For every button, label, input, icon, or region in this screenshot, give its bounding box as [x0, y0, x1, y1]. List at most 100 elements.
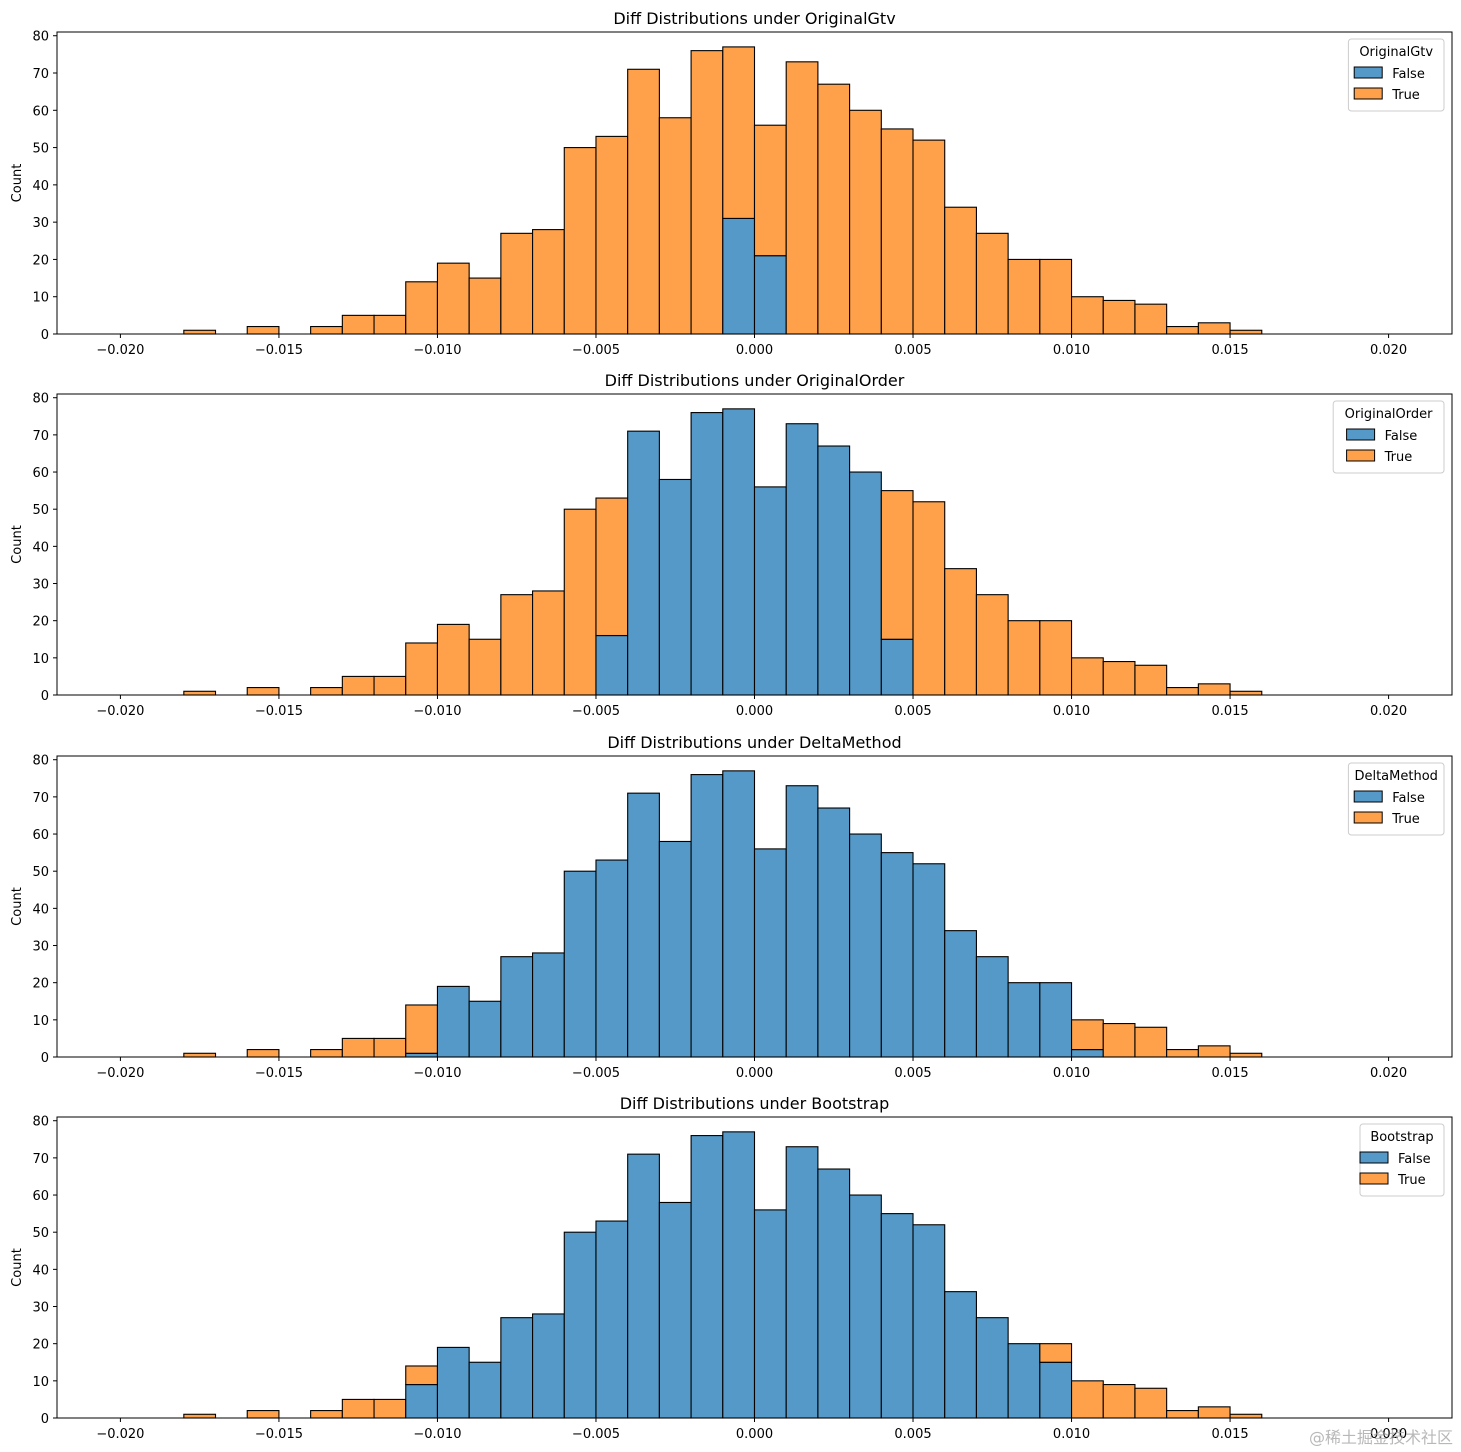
x-tick-label: 0.010 [1053, 1427, 1090, 1442]
bar-true-bin-12 [500, 232, 534, 335]
legend-label-true: True [1397, 1173, 1426, 1188]
bar-true-bin-14 [563, 147, 597, 335]
bar-true-bin-30 [1071, 296, 1104, 335]
y-tick-label: 20 [32, 253, 49, 268]
bar-true-bin-22 [817, 83, 851, 335]
bar-false-bin-21 [785, 423, 819, 696]
y-tick-label: 80 [32, 30, 49, 45]
bar-true-bin-27 [975, 594, 1009, 696]
bar-false-bin-27 [975, 1317, 1009, 1419]
y-axis-label: Count [10, 164, 25, 203]
bar-true-bin-33 [1166, 325, 1199, 335]
bar-true-bin-30 [1071, 1380, 1104, 1419]
bar-true-bin-32 [1134, 303, 1168, 335]
bar-true-bin-9 [405, 281, 439, 335]
x-tick-label: 0.005 [894, 1427, 931, 1442]
bar-false-bin-29 [1039, 982, 1073, 1058]
bar-true-bin-25 [912, 501, 946, 696]
bar-false-bin-26 [944, 1291, 977, 1419]
bar-false-bin-29 [1039, 1361, 1073, 1419]
bar-true-bin-34 [1197, 322, 1231, 335]
bar-true-bin-29 [1039, 258, 1073, 335]
chart-panel-1: −0.020 −0.015 −0.010 −0.005 0.000 0.005 0.010 0… [10, 9, 1453, 358]
legend-swatch-true [1346, 449, 1376, 462]
legend-swatch-false [1353, 66, 1383, 79]
bar-false-bin-21 [785, 785, 819, 1058]
bar-false-bin-25 [912, 1224, 946, 1419]
bar-false-bin-19 [722, 1131, 756, 1419]
bar-true-bin-18 [690, 50, 724, 335]
y-tick-label: 80 [32, 1115, 49, 1130]
bar-false-bin-17 [658, 1201, 692, 1419]
y-tick-label: 40 [32, 1263, 49, 1278]
bar-true-bin-30 [1071, 657, 1104, 696]
bar-true-bin-8 [373, 675, 407, 696]
x-tick-label: 0.020 [1370, 704, 1407, 719]
x-tick-label: 0.000 [736, 704, 773, 719]
bar-false-bin-17 [658, 478, 692, 696]
bar-true-bin-13 [532, 590, 565, 696]
x-tick-label: −0.015 [255, 1066, 303, 1081]
bar-false-bin-10 [436, 985, 470, 1058]
bar-false-bin-14 [563, 1231, 597, 1419]
x-tick-label: 0.015 [1211, 1427, 1248, 1442]
y-tick-label: 0 [41, 689, 49, 704]
legend-label-false: False [1385, 429, 1418, 444]
bar-false-bin-28 [1007, 982, 1041, 1058]
bar-false-bin-9 [405, 1384, 439, 1419]
x-tick-label: 0.010 [1053, 704, 1090, 719]
bar-true-bin-31 [1102, 1384, 1136, 1419]
bar-true-bin-35 [1229, 1052, 1263, 1058]
bar-true-bin-15 [595, 135, 629, 335]
bar-false-bin-24 [880, 1213, 914, 1419]
bar-true-bin-6 [310, 687, 343, 696]
chart-title: Diff Distributions under Bootstrap [620, 1094, 890, 1113]
y-tick-label: 80 [32, 392, 49, 407]
bar-true-bin-2 [183, 329, 217, 335]
x-tick-label: −0.015 [255, 1427, 303, 1442]
bar-false-bin-22 [817, 445, 851, 696]
y-tick-label: 40 [32, 179, 49, 194]
bar-false-bin-13 [532, 1313, 565, 1419]
bar-true-bin-7 [341, 1037, 375, 1058]
bar-true-bin-27 [975, 232, 1009, 335]
x-tick-label: −0.005 [572, 1427, 620, 1442]
chart-title: Diff Distributions under DeltaMethod [607, 733, 901, 752]
watermark-text: @稀土掘金技术社区 [1308, 1428, 1453, 1447]
x-tick-label: 0.010 [1053, 343, 1090, 358]
y-tick-label: 0 [41, 328, 49, 343]
legend-swatch-true [1353, 811, 1383, 824]
y-tick-label: 60 [32, 466, 49, 481]
x-tick-label: −0.015 [255, 343, 303, 358]
y-tick-label: 50 [32, 1226, 49, 1241]
bar-true-bin-35 [1229, 1413, 1263, 1419]
bar-true-bin-29 [1039, 1343, 1073, 1363]
bar-true-bin-12 [500, 594, 534, 696]
y-tick-label: 70 [32, 67, 49, 82]
bar-false-bin-26 [944, 930, 977, 1058]
x-tick-label: −0.020 [96, 343, 144, 358]
bar-false-bin-10 [436, 1346, 470, 1419]
y-tick-label: 70 [32, 429, 49, 444]
bar-true-bin-17 [658, 117, 692, 335]
bar-true-bin-30 [1071, 1019, 1104, 1051]
x-tick-label: 0.000 [736, 1066, 773, 1081]
bar-true-bin-4 [246, 325, 280, 335]
x-tick-label: −0.010 [413, 704, 461, 719]
x-tick-label: −0.005 [572, 343, 620, 358]
legend-swatch-false [1346, 428, 1376, 441]
y-tick-label: 50 [32, 142, 49, 157]
bar-false-bin-23 [849, 833, 882, 1058]
chart-title: Diff Distributions under OriginalGtv [613, 9, 895, 28]
y-tick-label: 80 [32, 754, 49, 769]
x-tick-label: −0.005 [572, 704, 620, 719]
legend-swatch-false [1359, 1151, 1389, 1164]
bar-false-bin-15 [595, 634, 629, 696]
bar-true-bin-14 [563, 508, 597, 696]
x-tick-label: 0.020 [1370, 343, 1407, 358]
x-tick-label: 0.000 [736, 1427, 773, 1442]
bar-true-bin-34 [1197, 1406, 1231, 1419]
bar-true-bin-26 [944, 206, 977, 335]
chart-panel-2: −0.020 −0.015 −0.010 −0.005 0.000 0.005 0.010 0… [10, 371, 1453, 719]
bar-false-bin-15 [595, 1220, 629, 1419]
